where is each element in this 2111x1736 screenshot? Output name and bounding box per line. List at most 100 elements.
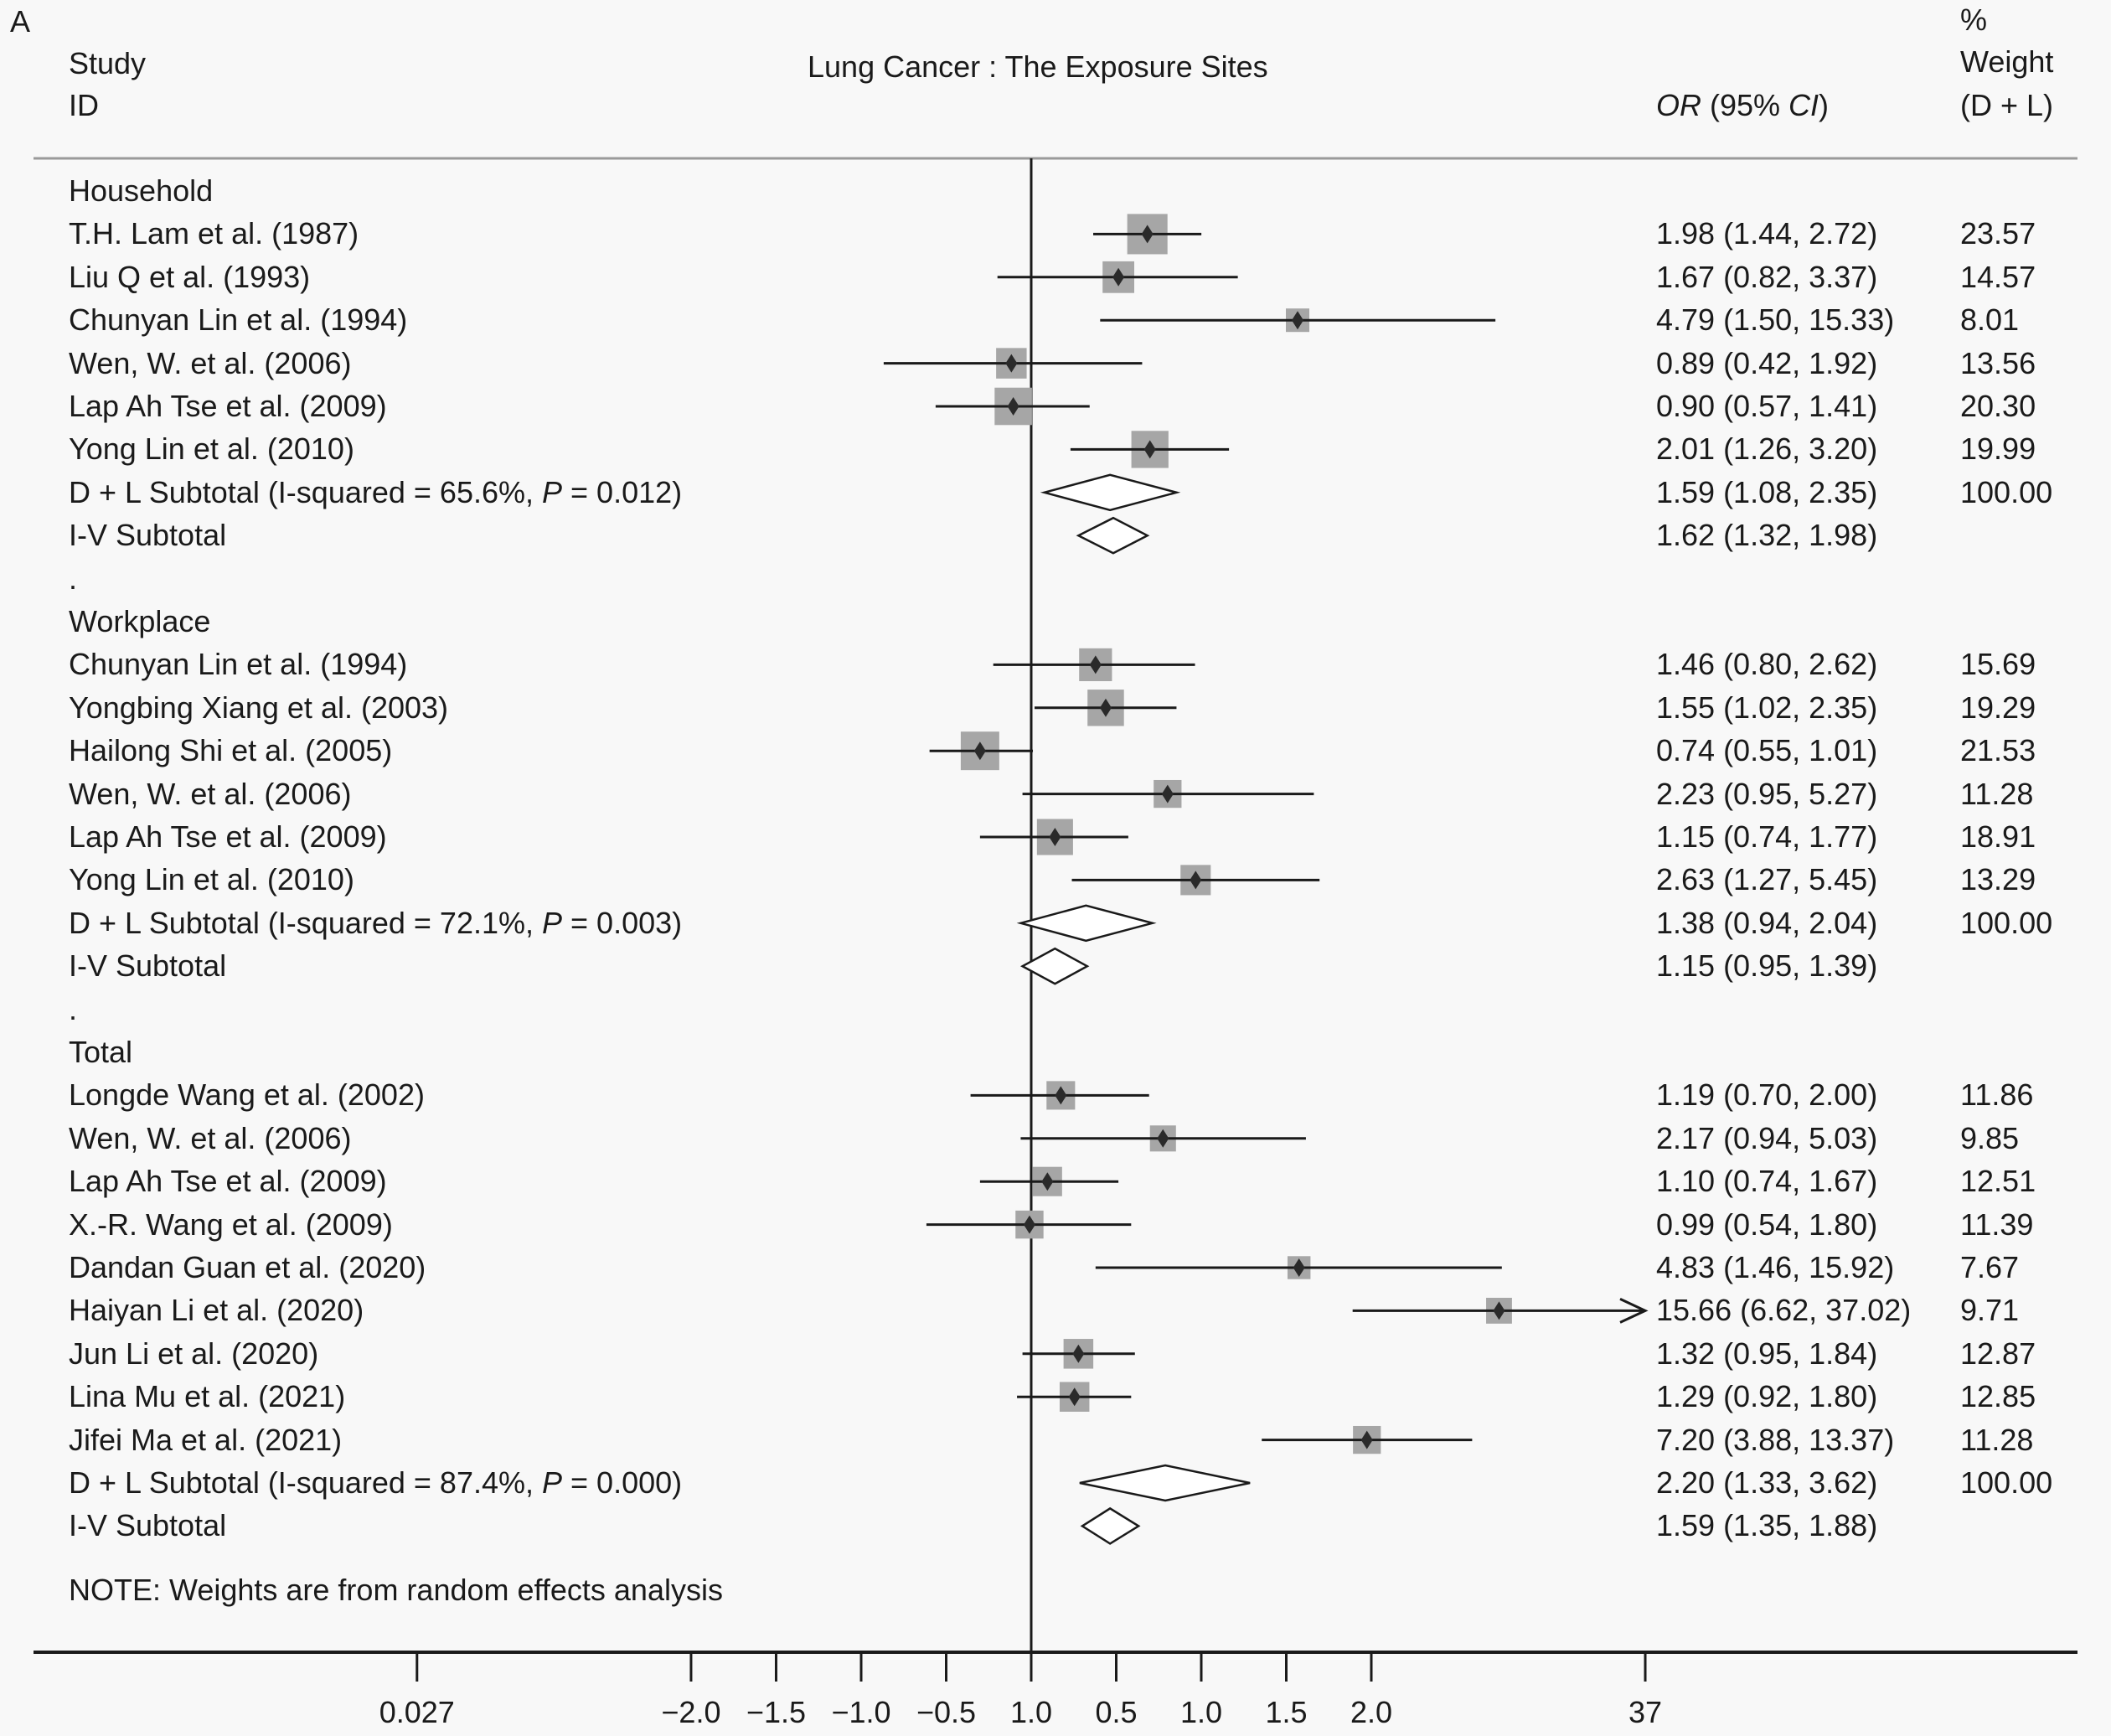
- or-ci-value: 0.90 (0.57, 1.41): [1656, 389, 1878, 423]
- weight-value: 9.85: [1960, 1120, 2020, 1155]
- group-separator: .: [69, 561, 78, 596]
- or-ci-value: 1.46 (0.80, 2.62): [1656, 647, 1878, 682]
- point-estimate-marker: [1143, 440, 1156, 459]
- or-ci-value: 0.89 (0.42, 1.92): [1656, 345, 1878, 380]
- weight-value: 21.53: [1960, 733, 2036, 768]
- weight-value: 11.86: [1960, 1077, 2034, 1113]
- study-label: Lina Mu et al. (2021): [69, 1379, 346, 1414]
- study-label: Lap Ah Tse et al. (2009): [69, 819, 387, 854]
- or-ci-value: 2.01 (1.26, 3.20): [1656, 431, 1878, 467]
- or-ci-value: 1.55 (1.02, 2.35): [1656, 690, 1878, 725]
- p-value-text: = 0.000): [562, 1465, 683, 1500]
- point-estimate-marker: [1005, 354, 1018, 373]
- or-ci-value: 0.99 (0.54, 1.80): [1656, 1206, 1878, 1242]
- or-ci-value: 1.32 (0.95, 1.84): [1656, 1336, 1878, 1371]
- study-label: Wen, W. et al. (2006): [69, 1120, 352, 1155]
- or-ci-value: 4.83 (1.46, 15.92): [1656, 1250, 1895, 1284]
- x-axis-tick-label: 0.027: [379, 1695, 455, 1729]
- weight-column-header-line2: Weight: [1960, 44, 2054, 79]
- chart-title: Lung Cancer : The Exposure Sites: [808, 49, 1268, 84]
- footnote: NOTE: Weights are from random effects an…: [69, 1573, 723, 1607]
- group-heading: Total: [69, 1035, 133, 1069]
- weight-value: 100.00: [1960, 905, 2053, 940]
- iv-subtotal-diamond: [1076, 516, 1150, 555]
- or-ci-value: 1.10 (0.74, 1.67): [1656, 1164, 1878, 1199]
- x-axis-tick-label: 1.0: [1179, 1695, 1223, 1729]
- or-label-ci: CI: [1788, 88, 1819, 122]
- p-value-symbol: P: [542, 1465, 563, 1500]
- group-heading: Household: [69, 173, 214, 208]
- weight-value: 12.51: [1960, 1164, 2036, 1199]
- x-axis-tick-label: 0.5: [1095, 1695, 1138, 1729]
- dl-subtotal-label: D + L Subtotal (I-squared = 87.4%, P = 0…: [69, 1468, 682, 1498]
- or-ci-value: 1.38 (0.94, 2.04): [1656, 905, 1878, 940]
- weight-value: 8.01: [1960, 302, 2020, 338]
- or-ci-value: 1.67 (0.82, 3.37): [1656, 259, 1878, 294]
- point-estimate-marker: [1141, 225, 1154, 244]
- dl-subtotal-label: D + L Subtotal (I-squared = 65.6%, P = 0…: [69, 474, 682, 509]
- dl-subtotal-diamond: [1079, 1464, 1251, 1502]
- p-value-text: = 0.003): [562, 905, 683, 940]
- weight-value: 11.28: [1960, 1422, 2034, 1457]
- study-column-header-line1: Study: [69, 46, 147, 80]
- study-label: Lap Ah Tse et al. (2009): [69, 389, 387, 423]
- study-label: Jifei Ma et al. (2021): [69, 1422, 343, 1457]
- or-ci-value: 1.62 (1.32, 1.98): [1656, 518, 1878, 553]
- study-label: Hailong Shi et al. (2005): [69, 733, 393, 768]
- point-estimate-marker: [1161, 784, 1174, 803]
- or-column-header: OR (95% CI): [1656, 90, 1829, 121]
- point-estimate-marker: [1293, 1258, 1305, 1277]
- x-axis-tick-label: −2.0: [661, 1695, 721, 1729]
- point-estimate-marker: [1190, 871, 1202, 890]
- point-estimate-marker: [1007, 397, 1019, 416]
- x-axis-tick-label: 1.0: [1009, 1695, 1053, 1729]
- point-estimate-marker: [1292, 311, 1304, 330]
- or-ci-value: 2.17 (0.94, 5.03): [1656, 1120, 1878, 1155]
- or-label-italic: OR: [1656, 88, 1701, 122]
- point-estimate-marker: [1072, 1344, 1085, 1363]
- study-column-header-line2: ID: [69, 88, 99, 122]
- x-axis-tick-label: −1.5: [746, 1695, 807, 1729]
- weight-value: 15.69: [1960, 647, 2036, 682]
- or-ci-value: 1.15 (0.74, 1.77): [1656, 819, 1878, 854]
- x-axis-tick-label: 2.0: [1350, 1695, 1393, 1729]
- study-label: Chunyan Lin et al. (1994): [69, 647, 408, 682]
- weight-value: 100.00: [1960, 474, 2053, 509]
- study-label: Dandan Guan et al. (2020): [69, 1250, 426, 1284]
- dl-subtotal-label-text: D + L Subtotal (I-squared = 65.6%,: [69, 474, 542, 509]
- dl-subtotal-diamond: [1040, 473, 1181, 512]
- weight-value: 18.91: [1960, 819, 2036, 854]
- study-label: Wen, W. et al. (2006): [69, 776, 352, 811]
- point-estimate-marker: [1055, 1086, 1067, 1105]
- point-estimate-marker: [1089, 655, 1102, 674]
- or-ci-value: 1.15 (0.95, 1.39): [1656, 948, 1878, 984]
- iv-subtotal-label: I-V Subtotal: [69, 518, 227, 553]
- weight-value: 7.67: [1960, 1250, 2020, 1284]
- weight-value: 19.29: [1960, 690, 2036, 725]
- point-estimate-marker: [973, 741, 986, 761]
- study-label: Liu Q et al. (1993): [69, 259, 311, 294]
- ci-truncation-arrow: [1619, 1298, 1649, 1324]
- panel-label: A: [10, 4, 31, 39]
- or-ci-value: 7.20 (3.88, 13.37): [1656, 1422, 1895, 1457]
- dl-subtotal-label-text: D + L Subtotal (I-squared = 72.1%,: [69, 905, 542, 940]
- weight-value: 11.39: [1960, 1206, 2034, 1242]
- point-estimate-marker: [1112, 267, 1125, 287]
- study-label: Yong Lin et al. (2010): [69, 862, 354, 897]
- weight-value: 20.30: [1960, 389, 2036, 423]
- point-estimate-marker: [1099, 698, 1112, 717]
- or-ci-value: 4.79 (1.50, 15.33): [1656, 302, 1895, 338]
- weight-value: 13.56: [1960, 345, 2036, 380]
- weight-value: 23.57: [1960, 216, 2036, 251]
- weight-column-header-line3: (D + L): [1960, 88, 2054, 122]
- iv-subtotal-diamond: [1019, 947, 1090, 985]
- point-estimate-marker: [1023, 1215, 1035, 1234]
- or-ci-value: 0.74 (0.55, 1.01): [1656, 733, 1878, 768]
- x-axis-tick-label: 37: [1628, 1695, 1663, 1729]
- dl-subtotal-diamond: [1016, 904, 1157, 943]
- study-label: Haiyan Li et al. (2020): [69, 1293, 364, 1328]
- study-label: Chunyan Lin et al. (1994): [69, 302, 408, 338]
- point-estimate-marker: [1041, 1172, 1054, 1191]
